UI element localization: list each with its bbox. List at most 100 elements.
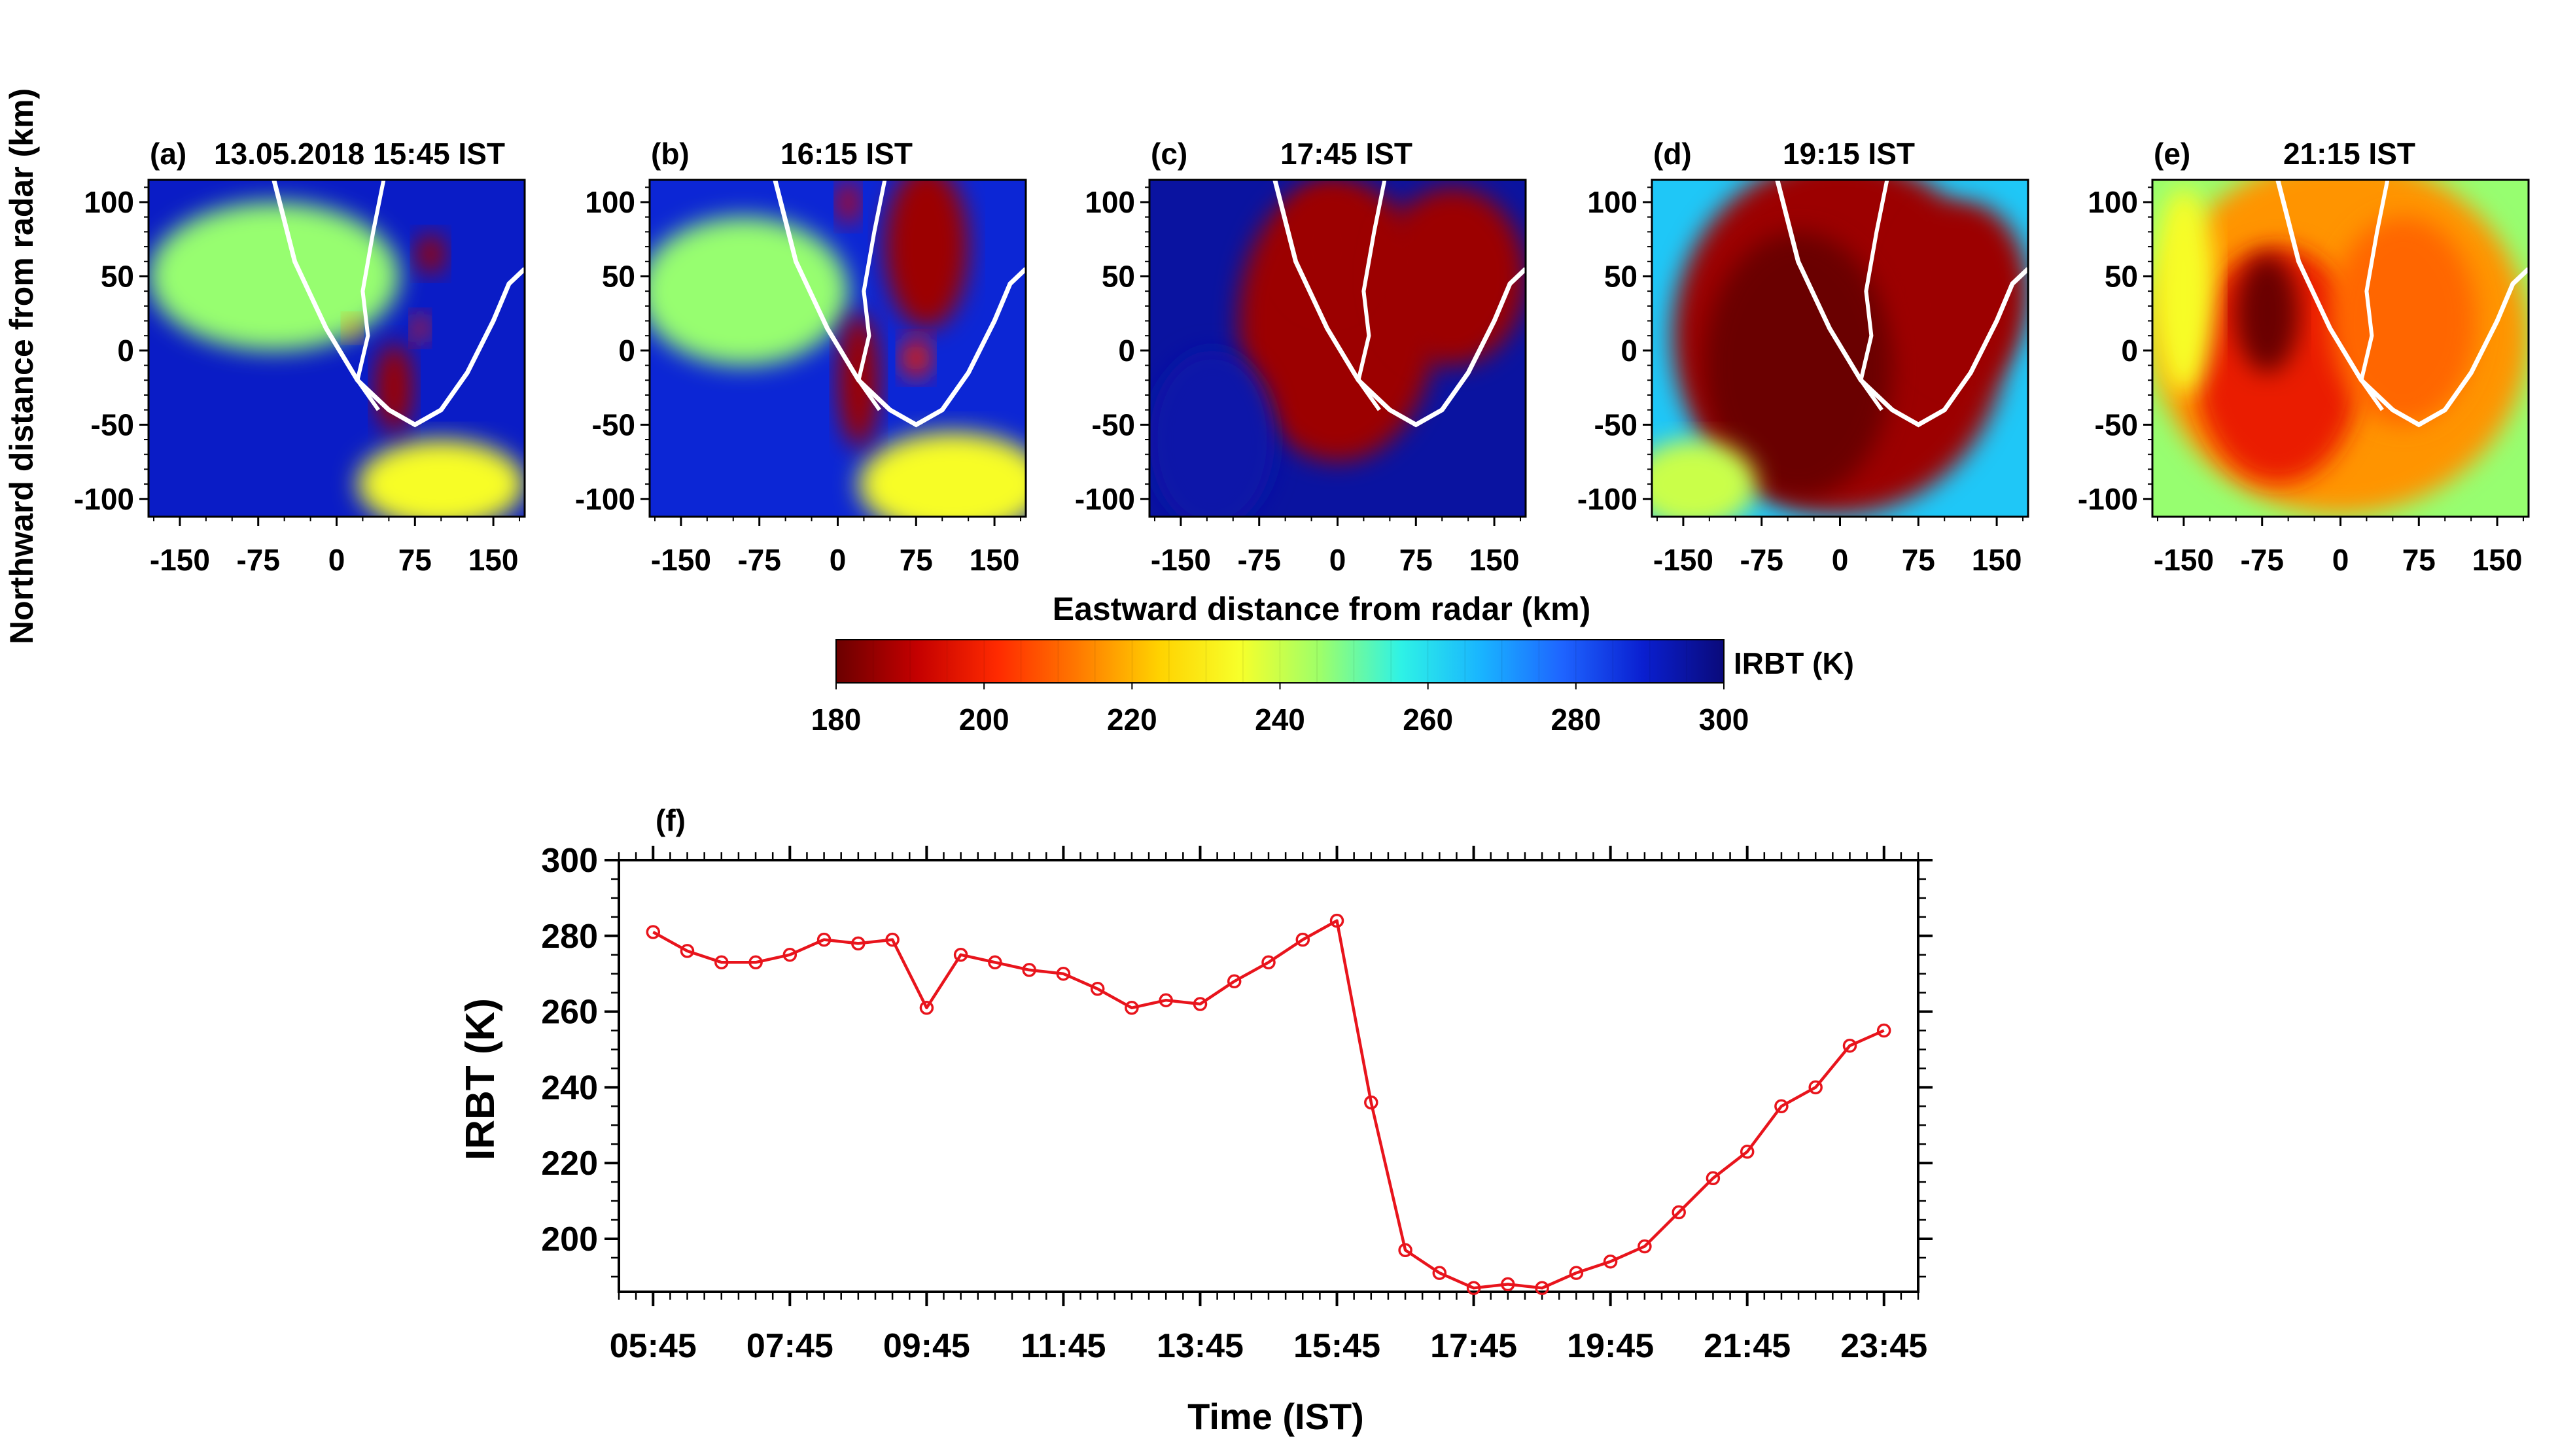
data-point — [988, 955, 1002, 970]
panel-label: (e) — [2154, 137, 2190, 171]
cloud-blob — [1149, 350, 1275, 517]
panel-label: (c) — [1151, 137, 1187, 171]
border-line — [2359, 180, 2390, 411]
colorbar-tick-label: 240 — [1255, 702, 1305, 737]
x-tick-label: 150 — [970, 543, 1020, 577]
x-tick-label: 75 — [398, 543, 432, 577]
y-tick-label: -100 — [575, 482, 635, 516]
y-tick-label: -100 — [2078, 482, 2138, 516]
data-point — [1876, 1023, 1891, 1038]
map-panel: -150 -75 0 75 150 100 50 0 -50 -100 (a) 13.05.2018 … — [74, 137, 526, 577]
y-tick-label: 0 — [618, 334, 635, 368]
x-tick-label: -75 — [236, 543, 279, 577]
coastline — [2275, 180, 2529, 428]
y-tick-label: -100 — [1075, 482, 1135, 516]
data-point — [1193, 997, 1208, 1011]
x-tick-label: 0 — [830, 543, 847, 577]
border-line — [1356, 180, 1387, 411]
x-tick-label: 75 — [1399, 543, 1433, 577]
data-point — [1090, 982, 1105, 996]
y-tick-label: 0 — [1621, 334, 1638, 368]
cloud-blob — [1902, 202, 2028, 381]
x-tick-label: 150 — [1469, 543, 1520, 577]
y-tick-label: -50 — [91, 407, 134, 442]
x-tick-label: 13:45 — [1157, 1327, 1244, 1365]
x-tick-label: 75 — [900, 543, 933, 577]
data-point — [1672, 1205, 1686, 1220]
data-point — [1227, 974, 1242, 989]
cloud-blob — [2152, 187, 2215, 395]
x-tick-label: 0 — [328, 543, 345, 577]
colorbar: IRBT (K) 180 200 220 240 260 280 300 — [811, 639, 1854, 737]
colorbar-tick-label: 200 — [959, 702, 1009, 737]
data-point — [1603, 1254, 1618, 1269]
panel-label: (d) — [1653, 137, 1692, 171]
data-point — [885, 932, 900, 947]
data-point — [646, 925, 661, 939]
cloud-blob — [1379, 187, 1526, 366]
colorbar-label: IRBT (K) — [1734, 646, 1854, 680]
data-point — [1261, 955, 1276, 970]
data-point — [919, 1001, 934, 1015]
coastline — [272, 180, 525, 428]
cloud-blob — [885, 180, 969, 328]
irbt-field — [1149, 180, 1526, 517]
y-tick-label: 100 — [2088, 185, 2138, 219]
data-point — [1466, 1281, 1481, 1295]
cloud-blob — [2330, 217, 2477, 425]
x-tick-label: 21:45 — [1704, 1327, 1791, 1365]
irbt-field — [2152, 180, 2529, 517]
x-tick-label: -150 — [1151, 543, 1211, 577]
line-chart: (f) 05:45 07:45 09:45 11:45 13:45 15:45 17:45 1… — [458, 803, 1933, 1437]
data-point — [748, 955, 763, 970]
data-point — [1295, 932, 1310, 947]
x-tick-label: 19:45 — [1567, 1327, 1654, 1365]
border-line — [856, 180, 887, 411]
cloud-blob — [901, 337, 931, 379]
border-line — [355, 180, 386, 411]
y-tick-label: 100 — [585, 185, 635, 219]
x-tick-label: 11:45 — [1021, 1327, 1106, 1365]
data-point — [782, 947, 797, 962]
series-line — [652, 919, 1885, 1290]
cloud-blob — [858, 432, 1026, 517]
colorbar-tick-label: 260 — [1403, 702, 1453, 737]
data-point — [1808, 1080, 1823, 1095]
y-tick-label: -50 — [1092, 407, 1135, 442]
y-tick-label: 260 — [541, 994, 598, 1031]
irbt-field — [650, 180, 1026, 517]
data-point — [1125, 1001, 1139, 1015]
colorbar-tick-label: 180 — [811, 702, 862, 737]
x-tick-label: -150 — [1653, 543, 1713, 577]
data-point — [1022, 963, 1036, 977]
panel-title: 17:45 IST — [1280, 137, 1412, 171]
data-point — [1398, 1243, 1412, 1258]
cloud-blob — [650, 217, 849, 366]
y-tick-label: 50 — [2105, 259, 2138, 293]
y-tick-label: -50 — [2095, 407, 2138, 442]
x-tick-label: -75 — [1237, 543, 1280, 577]
chart-xlabel: Time (IST) — [1187, 1396, 1364, 1437]
x-tick-label: 23:45 — [1840, 1327, 1927, 1365]
colorbar-ticks: 180 200 220 240 260 280 300 — [811, 640, 1749, 737]
cloud-blob — [357, 440, 525, 517]
chart-series — [646, 913, 1891, 1295]
panel-title: 16:15 IST — [780, 137, 913, 171]
x-tick-label: 150 — [2472, 543, 2523, 577]
y-tick-label: 0 — [1118, 334, 1135, 368]
x-tick-label: 0 — [1329, 543, 1346, 577]
cloud-blob — [1704, 232, 1893, 499]
chart-ticks: 05:45 07:45 09:45 11:45 13:45 15:45 17:45 19:45… — [541, 842, 1933, 1365]
data-point — [851, 936, 866, 951]
map-panel: -150 -75 0 75 150 100 50 0 -50 -100 (e) 21:15 IST — [2078, 137, 2530, 577]
chart-panel-label: (f) — [656, 803, 686, 837]
cloud-blob — [1285, 187, 1369, 306]
y-tick-label: 200 — [541, 1221, 598, 1258]
y-tick-label: 100 — [1587, 185, 1638, 219]
data-point — [1535, 1281, 1549, 1295]
x-tick-label: 150 — [468, 543, 519, 577]
y-tick-label: 0 — [2121, 334, 2138, 368]
y-tick-label: 100 — [84, 185, 134, 219]
x-tick-label: -150 — [150, 543, 210, 577]
